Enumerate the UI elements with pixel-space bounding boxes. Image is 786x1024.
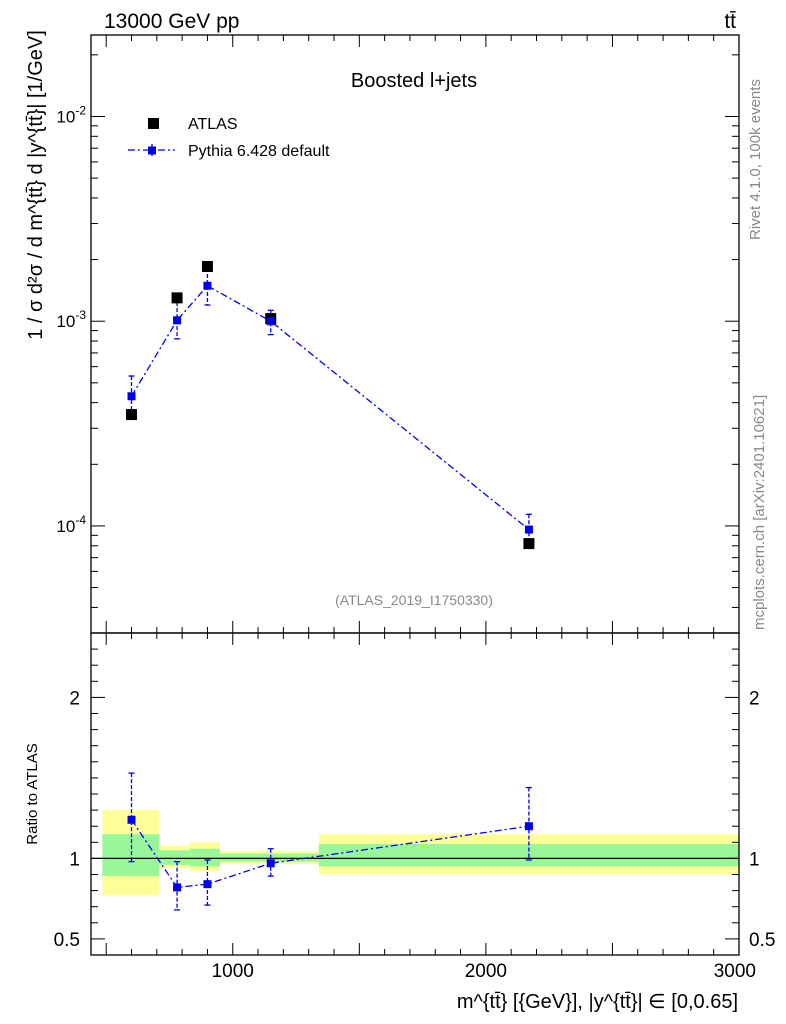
ratio-y-tick-labels: 0.5 0.5 1 1 2 2 [54, 688, 776, 951]
pythia-data-point [524, 525, 533, 534]
rivet-info: Rivet 4.1.0, 100k events [747, 79, 764, 240]
main-y-axis-label: 1 / σ d²σ / d m^{tt̄} d |y^{tt̄}| [1/GeV… [25, 30, 47, 340]
header-energy: 13000 GeV pp [104, 10, 239, 33]
main-panel: 10-4 10-3 10-2 Boosted l+jets (ATLAS_2019_… [25, 30, 740, 634]
ratio-y-axis-label: Ratio to ATLAS [24, 743, 41, 844]
header-process: tt̄ [724, 10, 736, 33]
ratio-line [130, 819, 529, 889]
atlas-data-point [126, 409, 137, 421]
pythia-data-point [203, 281, 212, 290]
pythia-data-point [173, 316, 182, 325]
ratio-panel: 0.5 0.5 1 1 2 2 1000 2000 3000 Ratio to ATLAS m… [24, 632, 776, 1013]
legend-pythia-marker [148, 146, 156, 155]
ratio-y-tick-label-left: 1 [69, 849, 80, 870]
x-tick-label: 1000 [212, 961, 254, 982]
ratio-data-point [127, 815, 136, 824]
plot-title: Boosted l+jets [351, 70, 477, 92]
ratio-plot-frame [90, 632, 740, 956]
ratio-stat-uncertainty-band [189, 848, 221, 867]
pythia-line [130, 284, 530, 531]
ratio-y-tick-label-left: 0.5 [54, 930, 80, 951]
analysis-watermark: (ATLAS_2019_I1750330) [335, 592, 493, 608]
ratio-y-tick-label-left: 2 [69, 688, 80, 709]
main-y-tick-labels: 10-4 10-3 10-2 [56, 103, 86, 535]
ratio-series [127, 772, 533, 911]
ratio-y-tick-label-right: 1 [749, 849, 760, 870]
main-axis-ticks [91, 35, 740, 634]
main-y-tick-label: 10-2 [56, 103, 86, 126]
atlas-data-point [523, 538, 535, 550]
main-series [126, 261, 535, 550]
ratio-stat-uncertainty-band [220, 853, 319, 862]
main-y-tick-label: 10-4 [56, 513, 86, 536]
main-y-tick-label: 10-3 [56, 308, 86, 331]
legend-atlas-label: ATLAS [188, 116, 238, 133]
x-tick-label: 2000 [465, 961, 507, 982]
ratio-axis-ticks [91, 633, 740, 955]
ratio-y-tick-label-right: 0.5 [749, 930, 775, 951]
x-tick-label: 3000 [714, 961, 756, 982]
x-axis-label: m^{tt̄} [{GeV}], |y^{tt̄}| ∈ [0,0.65] [457, 991, 738, 1013]
atlas-data-point [171, 292, 183, 304]
ratio-stat-uncertainty-band [159, 850, 190, 865]
ratio-data-point [173, 883, 182, 892]
atlas-data-point [201, 261, 213, 273]
pythia-data-point [127, 392, 136, 401]
x-tick-labels: 1000 2000 3000 [212, 961, 756, 982]
legend-atlas-marker [148, 118, 159, 129]
legend: ATLAS Pythia 6.428 default [128, 116, 330, 160]
ratio-uncertainty-bands [102, 810, 739, 896]
mcplots-credit: mcplots.cern.ch [arXiv:2401.10621] [751, 395, 768, 630]
ratio-y-tick-label-right: 2 [749, 688, 760, 709]
ratio-data-point [266, 859, 275, 868]
pythia-data-point [266, 317, 275, 326]
ratio-data-point [203, 880, 212, 889]
legend-pythia-label: Pythia 6.428 default [188, 143, 330, 160]
ratio-data-point [524, 822, 533, 831]
